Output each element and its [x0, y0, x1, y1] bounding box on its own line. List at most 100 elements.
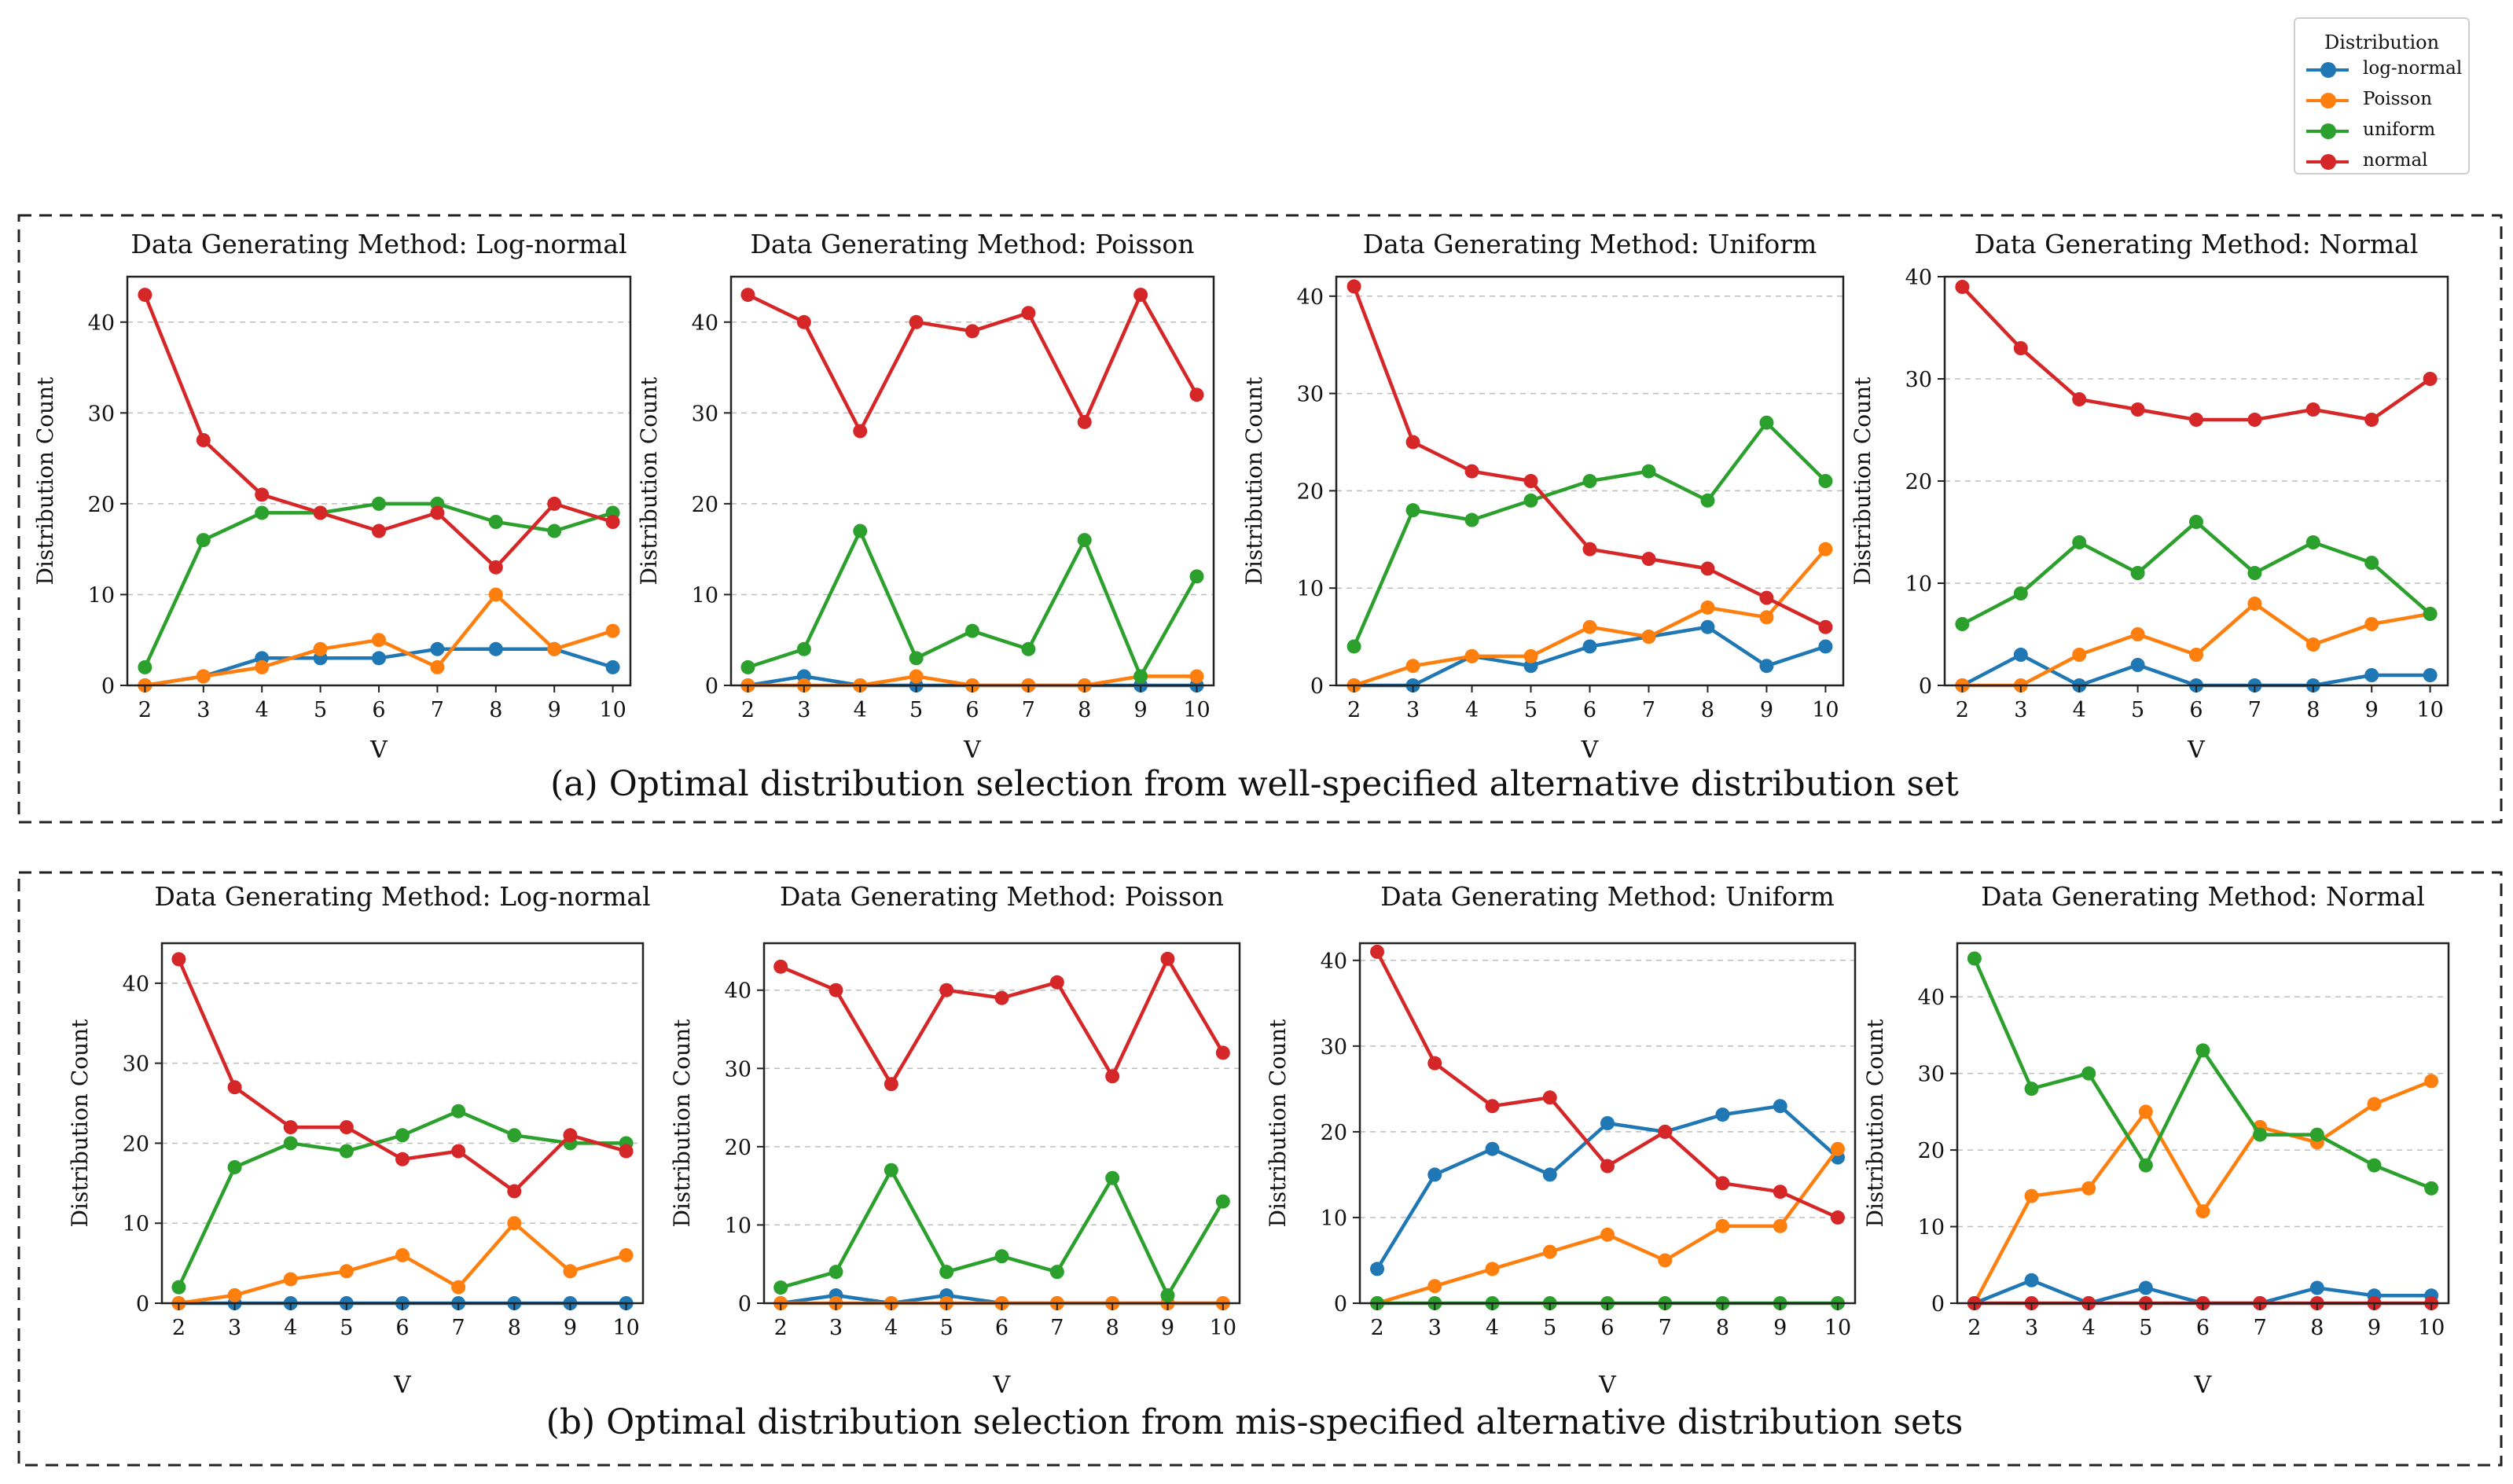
data-point-uniform	[395, 1128, 410, 1143]
data-point-poisson	[339, 1264, 354, 1279]
y-tick-label: 0	[1931, 1292, 1945, 1317]
data-point-uniform	[451, 1104, 466, 1119]
data-point-normal	[1759, 590, 1774, 605]
data-point-normal	[1715, 1176, 1730, 1191]
x-tick-label: 3	[1428, 1316, 1442, 1340]
x-tick-label: 2	[1347, 698, 1361, 722]
y-tick-label: 20	[1297, 479, 1324, 504]
x-tick-label: 8	[489, 698, 502, 722]
data-point-uniform	[2367, 1158, 2382, 1173]
x-tick-label: 9	[2365, 698, 2379, 722]
y-tick-label: 40	[1321, 950, 1347, 974]
data-point-lognormal	[1759, 659, 1774, 674]
x-tick-label: 10	[1183, 698, 1210, 722]
data-point-normal	[1347, 279, 1361, 294]
x-tick-label: 8	[1106, 1316, 1119, 1340]
x-tick-label: 6	[2196, 1316, 2210, 1340]
data-point-poisson	[488, 587, 503, 602]
chart-5: 2 3 4 5 6 7 8 9 10 0 10 20 30 40 Data Generating Metho…	[67, 881, 651, 1399]
chart-7: 2 3 4 5 6 7 8 9 10 0 10 20 30 40 Data Generating Metho…	[1265, 881, 1857, 1399]
x-tick-label: 4	[1465, 698, 1479, 722]
data-point-lognormal	[2024, 1273, 2039, 1287]
data-point-uniform	[196, 533, 211, 548]
x-tick-label: 7	[1659, 1316, 1672, 1340]
data-point-normal	[283, 1120, 298, 1135]
data-point-normal	[227, 1080, 242, 1095]
data-point-normal	[2189, 413, 2203, 427]
x-tick-label: 8	[508, 1316, 521, 1340]
data-point-lognormal	[1370, 1262, 1385, 1276]
y-axis-label: Distribution Count	[32, 377, 58, 586]
x-tick-label: 4	[1486, 1316, 1499, 1340]
x-tick-label: 10	[599, 698, 626, 722]
data-point-normal	[965, 324, 979, 339]
data-point-uniform	[1582, 474, 1597, 488]
x-tick-label: 7	[431, 698, 444, 722]
legend-label-normal: normal	[2363, 150, 2428, 171]
data-point-lognormal	[1600, 1116, 1615, 1130]
chart-title: Data Generating Method: Poisson	[750, 229, 1194, 259]
y-tick-label: 10	[88, 583, 115, 608]
y-tick-label: 40	[692, 311, 718, 336]
data-point-poisson	[283, 1272, 298, 1287]
y-tick-label: 0	[1310, 674, 1324, 699]
legend-item-uniform: uniform	[2306, 116, 2463, 145]
data-point-uniform	[2013, 586, 2028, 601]
data-point-normal	[1700, 561, 1715, 576]
legend-label-poisson: Poisson	[2363, 89, 2433, 109]
x-tick-label: 7	[452, 1316, 465, 1340]
data-point-poisson	[2247, 597, 2262, 611]
legend-marker-lognormal	[2320, 62, 2336, 78]
data-point-poisson	[372, 633, 386, 648]
data-point-normal	[1405, 435, 1420, 450]
series-line-normal	[1376, 950, 1839, 1220]
x-tick-label: 4	[854, 698, 867, 722]
data-point-normal	[2013, 341, 2028, 355]
x-tick-label: 9	[548, 698, 561, 722]
panel-caption-a: (a) Optimal distribution selection from …	[550, 764, 1959, 804]
y-tick-label: 20	[1905, 470, 1932, 494]
data-point-poisson	[1658, 1253, 1673, 1268]
data-point-poisson	[196, 669, 211, 684]
y-tick-label: 30	[1918, 1063, 1945, 1087]
legend-title: Distribution	[2324, 31, 2440, 53]
y-axis-label: Distribution Count	[1862, 1019, 1888, 1228]
data-point-lognormal	[1485, 1141, 1500, 1156]
y-axis-label: Distribution Count	[1850, 377, 1876, 586]
chart-3: 2 3 4 5 6 7 8 9 10 0 10 20 30 40 Data Generating Metho…	[1241, 229, 1845, 764]
y-tick-label: 20	[88, 493, 115, 517]
data-point-poisson	[1405, 659, 1420, 674]
x-tick-label: 4	[884, 1316, 898, 1340]
x-axis-label: V	[1581, 736, 1600, 764]
chart-title: Data Generating Method: Log-normal	[130, 229, 626, 259]
x-tick-label: 6	[1600, 1316, 1614, 1340]
x-tick-label: 2	[774, 1316, 788, 1340]
series-line-normal	[747, 292, 1199, 433]
panel-frame-b	[17, 871, 2503, 1467]
x-tick-label: 2	[138, 698, 152, 722]
data-point-uniform	[1700, 493, 1715, 508]
legend-marker-poisson	[2320, 93, 2336, 108]
data-point-normal	[1773, 1185, 1787, 1199]
data-point-uniform	[2189, 515, 2203, 529]
data-point-uniform	[2081, 1066, 2096, 1081]
x-tick-label: 10	[1824, 1316, 1851, 1340]
x-tick-label: 8	[2310, 1316, 2324, 1340]
x-tick-label: 5	[314, 698, 327, 722]
x-tick-label: 2	[1956, 698, 1969, 722]
data-point-normal	[2305, 402, 2320, 417]
data-point-poisson	[605, 623, 620, 638]
x-tick-label: 3	[2025, 1316, 2038, 1340]
data-point-uniform	[1759, 415, 1774, 430]
data-point-uniform	[227, 1159, 242, 1174]
data-point-lognormal	[2013, 648, 2028, 662]
x-tick-label: 2	[1370, 1316, 1383, 1340]
data-point-normal	[1370, 944, 1385, 959]
x-tick-label: 7	[2254, 1316, 2267, 1340]
data-point-poisson	[1464, 648, 1479, 663]
legend-item-poisson: Poisson	[2306, 86, 2463, 114]
x-axis-label: V	[1598, 1372, 1617, 1399]
data-point-lognormal	[2138, 1280, 2153, 1295]
x-tick-label: 5	[909, 698, 923, 722]
